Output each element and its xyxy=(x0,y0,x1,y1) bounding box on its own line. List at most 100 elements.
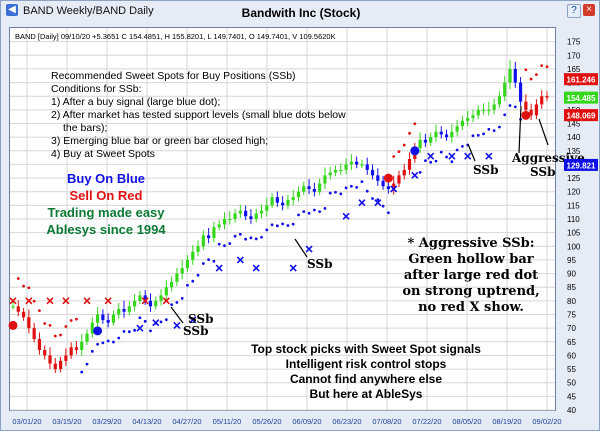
price-tag-label: 148.069 xyxy=(567,112,596,121)
price-tag-box xyxy=(564,158,598,171)
price-bar xyxy=(349,161,353,165)
close-icon[interactable]: × xyxy=(583,4,595,16)
y-tick-label: 170 xyxy=(567,51,581,60)
x-marker-stroke xyxy=(485,152,493,160)
resistance-dot xyxy=(27,286,31,290)
annotation-arrow xyxy=(467,143,476,162)
price-bar xyxy=(148,300,153,307)
annotation-arrow xyxy=(538,118,549,146)
blue-x-marker xyxy=(390,185,398,193)
x-marker-stroke xyxy=(9,297,17,305)
support-dot xyxy=(106,339,110,343)
price-bar xyxy=(249,216,253,219)
support-dot xyxy=(112,340,115,344)
support-dot xyxy=(461,145,464,148)
x-tick-label: 03/15/20 xyxy=(52,417,81,426)
price-bar xyxy=(444,134,449,138)
support-dot xyxy=(217,242,221,246)
legend-buy: Buy On Blue xyxy=(67,171,145,186)
x-tick-label: 07/22/20 xyxy=(412,417,441,426)
back-arrow-icon[interactable]: ◀ xyxy=(6,4,18,16)
price-bar xyxy=(407,158,412,170)
resistance-dot xyxy=(75,317,78,321)
price-bar xyxy=(497,96,502,105)
price-bar xyxy=(545,96,549,98)
blue-x-marker xyxy=(374,199,382,207)
promo-line: Intelligent risk control stops xyxy=(286,357,447,371)
y-tick-label: 40 xyxy=(567,406,576,415)
resistance-dot xyxy=(64,325,68,328)
buy-signal-dot xyxy=(410,146,420,156)
resistance-dot xyxy=(545,65,549,69)
blue-x-marker xyxy=(448,152,456,160)
x-marker-stroke xyxy=(342,212,350,220)
price-bar xyxy=(159,295,163,301)
symbol-selector[interactable]: BAND Weekly/BAND Daily xyxy=(23,5,154,17)
y-tick-label: 90 xyxy=(567,270,576,279)
price-bar xyxy=(333,169,338,173)
support-dot xyxy=(445,155,448,159)
price-bar xyxy=(43,349,47,356)
support-dot xyxy=(307,211,311,215)
price-bar xyxy=(381,180,385,187)
x-tick-label: 07/08/20 xyxy=(372,417,401,426)
support-dot xyxy=(133,328,137,332)
support-dot xyxy=(207,258,211,262)
y-tick-label: 95 xyxy=(567,256,576,265)
y-tick-label: 125 xyxy=(567,174,581,183)
y-tick-label: 100 xyxy=(567,242,581,251)
price-bar xyxy=(275,197,279,203)
price-bar xyxy=(302,186,306,192)
help-icon[interactable]: ? xyxy=(567,4,581,18)
price-bar xyxy=(429,137,433,143)
x-marker-stroke xyxy=(390,185,398,193)
price-bar xyxy=(450,131,454,138)
x-marker-stroke xyxy=(162,297,170,305)
price-bar xyxy=(312,188,316,192)
x-marker-stroke xyxy=(189,316,197,324)
support-dot xyxy=(376,198,380,202)
blue-x-marker xyxy=(464,152,472,160)
instructions-conditions: Conditions for SSb: xyxy=(51,83,141,95)
support-dot xyxy=(291,222,295,226)
annotation-arrow xyxy=(170,306,184,324)
price-tag-label: 154.485 xyxy=(567,94,596,103)
promo-line: But here at AbleSys xyxy=(310,387,423,401)
support-dot xyxy=(482,132,485,136)
support-dot xyxy=(143,319,147,323)
support-dot xyxy=(117,336,121,340)
support-dot xyxy=(233,234,237,238)
price-bar xyxy=(53,363,57,370)
x-marker-stroke xyxy=(448,152,456,160)
legend-tagline: Trading made easy xyxy=(47,205,165,220)
y-tick-label: 120 xyxy=(567,188,581,197)
price-bar xyxy=(21,311,26,318)
price-bar xyxy=(201,235,205,247)
x-marker-stroke xyxy=(136,324,144,332)
sell-signal-dot xyxy=(383,173,393,183)
x-tick-label: 08/05/20 xyxy=(452,417,481,426)
support-dot xyxy=(138,316,142,320)
blue-x-marker xyxy=(358,199,366,207)
support-dot xyxy=(371,197,374,200)
price-bar xyxy=(344,164,348,170)
support-dot xyxy=(127,330,131,334)
price-bar xyxy=(106,319,110,323)
x-tick-label: 05/26/20 xyxy=(252,417,281,426)
ssb-annotation: SSb xyxy=(188,312,213,326)
x-marker-stroke xyxy=(236,256,244,264)
support-dot xyxy=(503,113,507,117)
x-tick-label: 09/02/20 xyxy=(532,417,561,426)
price-bar xyxy=(355,161,359,165)
price-bar xyxy=(508,68,512,83)
ssb-annotation: SSb xyxy=(307,257,332,271)
blue-x-marker xyxy=(173,321,181,329)
price-bar xyxy=(170,281,174,288)
aggressive-note-line: after large red dot xyxy=(404,268,538,283)
price-tag-label: 161.246 xyxy=(567,76,596,85)
price-bar xyxy=(513,68,517,83)
price-bar xyxy=(196,246,200,252)
price-bar xyxy=(90,322,94,334)
support-dot xyxy=(334,190,337,194)
blue-x-marker xyxy=(152,319,160,327)
